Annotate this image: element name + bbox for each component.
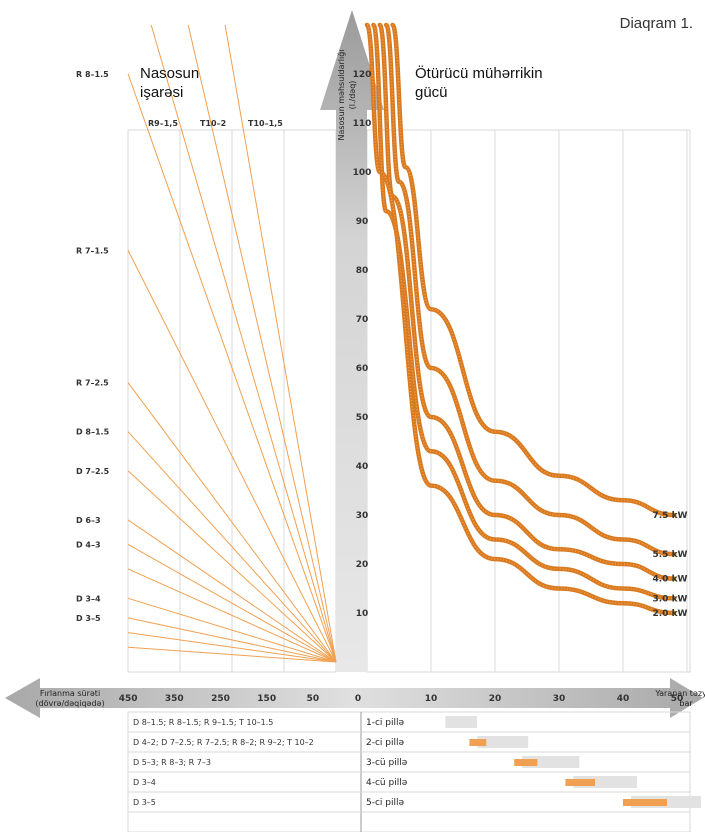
flow-tick-10: 10 [356,609,369,619]
flow-tick-70: 70 [356,315,369,325]
flow-tick-110: 110 [353,119,372,129]
power-label-5: 2.0 kW [653,609,688,619]
pressure-tick-20: 20 [489,694,502,704]
speed-line-1 [127,73,337,663]
stage-pumps-3: D 5–3; R 8–3; R 7–3 [133,758,211,767]
speed-tick-250: 250 [211,694,230,704]
power-curve-5 [364,22,677,616]
flow-tick-100: 100 [353,168,372,178]
stage-name-5: 5-ci pillə [366,798,404,808]
power-label-1: 7.5 kW [653,511,688,521]
pump-label-9: D 3–5 [76,614,101,623]
power-label-3: 4.0 kW [653,575,688,585]
pressure-axis-label: Yaranan təzyiq, [654,689,705,698]
speed-line-13 [150,24,337,663]
pressure-tick-30: 30 [553,694,566,704]
stage-band-1 [445,716,477,728]
speed-axis-label: Fırlanma sürəti [40,689,100,698]
speed-line-5 [127,470,337,663]
flow-tick-30: 30 [356,511,369,521]
top-pump-label-2: T10–2 [200,119,226,128]
flow-tick-80: 80 [356,266,369,276]
stage-bar-2 [469,739,487,746]
stage-bar-4 [565,779,595,786]
flow-axis-label: Nasosun məhsuldarlığı [337,49,346,140]
speed-line-7 [127,543,337,663]
flow-tick-120: 120 [353,70,372,80]
pump-label-6: D 6–3 [76,516,101,525]
speed-axis-label-unit: (dövrə/dəqiqədə) [35,699,104,708]
right-panel-title-1: Ötürücü mühərrikin [415,65,543,82]
pump-label-7: D 4–3 [76,540,101,549]
speed-line-6 [127,519,337,663]
left-panel-title-2: işarəsi [140,84,184,101]
speed-tick-0: 0 [355,694,361,704]
pressure-tick-40: 40 [617,694,630,704]
speed-tick-50: 50 [307,694,320,704]
speed-line-3 [127,382,337,663]
stage-pumps-2: D 4–2; D 7–2.5; R 7–2.5; R 8–2; R 9–2; T… [133,738,314,747]
speed-line-4 [127,431,337,663]
pump-label-5: D 7–2.5 [76,467,110,476]
stage-band-2 [477,736,529,748]
pressure-tick-10: 10 [425,694,438,704]
right-panel-title-2: gücü [415,84,448,101]
stage-bar-5 [623,799,667,806]
speed-line-14 [187,24,337,663]
power-curve-2 [383,22,677,557]
chart-grid [127,129,691,673]
speed-line-2 [127,250,337,663]
top-pump-label-1: R9–1,5 [148,119,178,128]
horizontal-axis-arrow [5,678,703,718]
flow-tick-90: 90 [356,217,369,227]
stage-name-3: 3-cü pillə [366,758,408,768]
power-curve-highlight-2 [385,24,675,555]
flow-axis-arrow [320,10,384,672]
pump-label-8: D 3–4 [76,594,101,603]
stage-bar-3 [514,759,538,766]
flow-tick-40: 40 [356,462,369,472]
pump-label-4: D 8–1.5 [76,428,110,437]
stage-name-4: 4-cü pillə [366,778,408,788]
flow-axis-label-unit: (l./dəq) [348,81,357,110]
flow-tick-20: 20 [356,560,369,570]
stage-name-2: 2-ci pillə [366,738,404,748]
power-label-2: 5.5 kW [653,550,688,560]
speed-line-10 [127,617,337,663]
pressure-tick-50: 50 [671,694,684,704]
flow-tick-60: 60 [356,364,369,374]
speed-line-12 [128,646,337,663]
stage-pumps-1: D 8–1.5; R 8–1.5; R 9–1.5; T 10–1.5 [133,718,273,727]
power-curve-4 [371,22,677,601]
speed-tick-450: 450 [119,694,138,704]
speed-line-8 [127,568,337,663]
power-curves [364,22,677,616]
top-pump-label-3: T10–1,5 [248,119,283,128]
pump-label-2: R 7–1.5 [76,246,109,255]
axis-arrows [5,10,703,718]
speed-tick-150: 150 [257,694,276,704]
speed-line-9 [127,597,337,663]
diagram-number: Diaqram 1. [619,15,693,32]
speed-line-11 [128,632,337,663]
pressure-axis-label-unit: bar [679,699,693,708]
left-panel-title-1: Nasosun [140,65,200,82]
power-curve-1 [390,22,677,518]
stage-name-1: 1-ci pillə [366,718,404,728]
pump-label-1: R 8–1.5 [76,70,109,79]
stage-pumps-5: D 3–5 [133,798,156,807]
flow-tick-50: 50 [356,413,369,423]
speed-tick-350: 350 [165,694,184,704]
power-label-4: 3.0 kW [653,594,688,604]
speed-line-15 [224,24,337,663]
stage-table: D 8–1.5; R 8–1.5; R 9–1.5; T 10–1.5 1-ci … [127,711,701,832]
speed-lines [127,24,337,663]
stage-pumps-4: D 3–4 [133,778,156,787]
chart-text: R 8–1.5 R 7–1.5 R 7–2.5 D 8–1.5 D 7–2.5 D 6–3… [35,49,705,708]
pump-label-3: R 7–2.5 [76,379,109,388]
